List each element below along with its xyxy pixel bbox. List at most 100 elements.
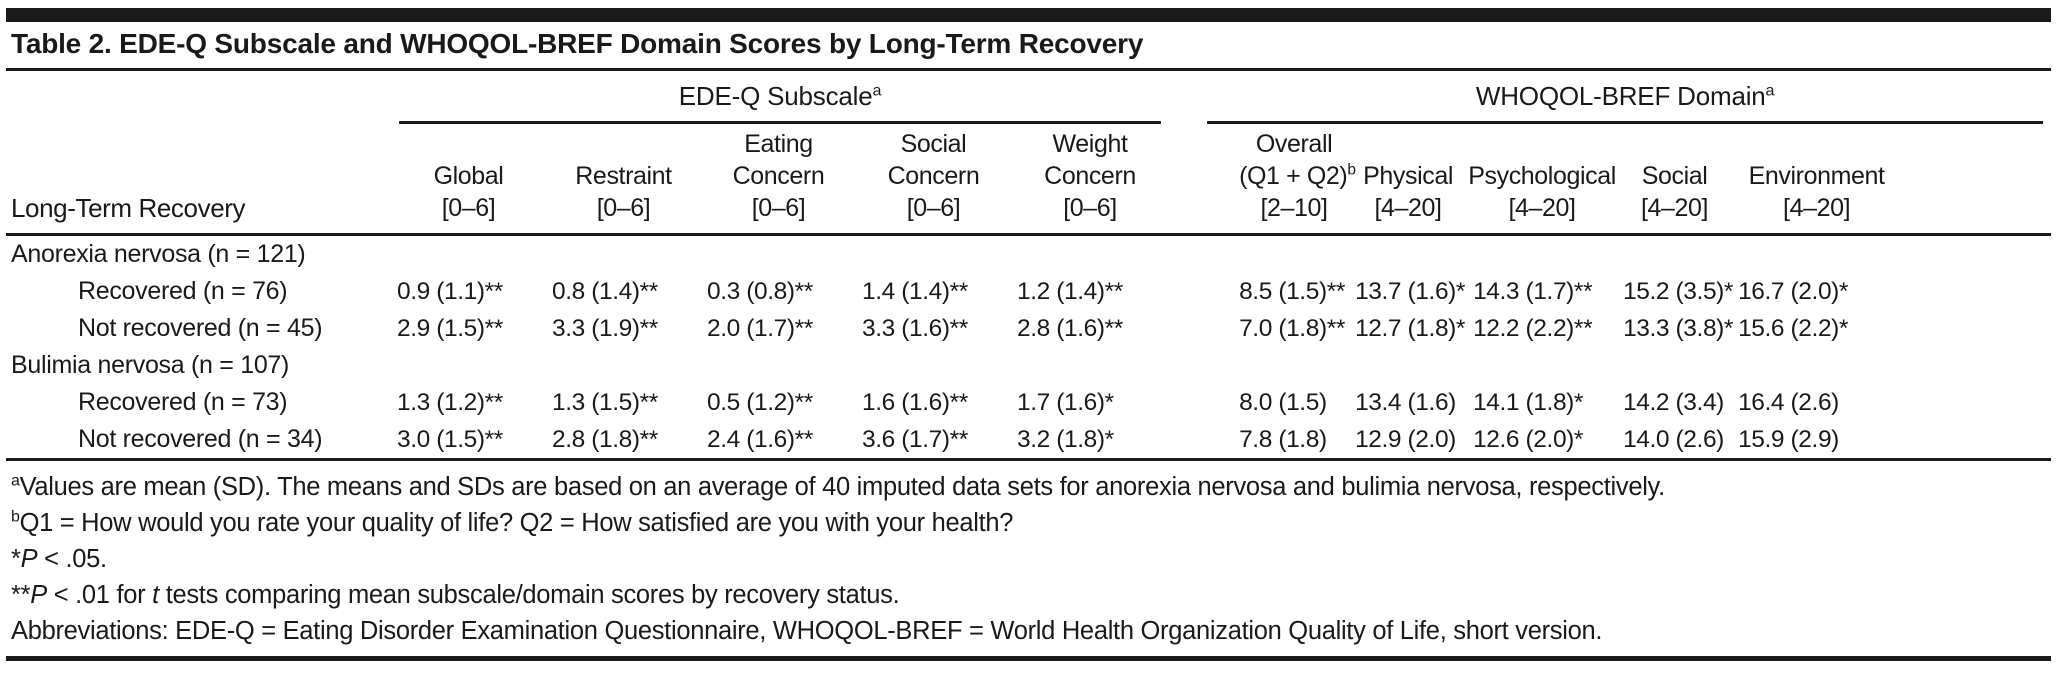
table-cell-eating-concern: 2.0 (1.7)** — [707, 314, 813, 342]
footnote-text: * — [11, 545, 21, 573]
table-cell-global: 1.3 (1.2)** — [397, 388, 503, 416]
table-cell-psychological: 12.6 (2.0)* — [1467, 421, 1618, 461]
footnote-text: t — [152, 581, 159, 609]
table-cell-restraint: 3.3 (1.9)** — [552, 314, 658, 342]
table-cell-physical — [1349, 347, 1467, 384]
table-cell-overall: 8.0 (1.5) — [1239, 388, 1327, 416]
table-cell-global: 3.0 (1.5)** — [391, 421, 546, 461]
table-cell-overall: 8.5 (1.5)** — [1239, 277, 1345, 305]
gap-cell — [1169, 384, 1199, 421]
data-row: Not recovered (n = 34) 3.0 (1.5)** 2.8 (1.… — [6, 421, 2052, 461]
spanner-stub-spacer — [6, 71, 391, 124]
column-header-weight-concern: Weight Concern [0–6] — [1011, 124, 1170, 236]
table-cell-weight-concern: 3.2 (1.8)* — [1011, 421, 1170, 461]
table-cell-overall: 7.8 (1.8) — [1199, 421, 1350, 461]
table-cell-global: 0.9 (1.1)** — [397, 277, 503, 305]
gap-cell — [1169, 310, 1199, 347]
row-label: Recovered (n = 76) — [78, 277, 288, 305]
column-header-physical: Physical [4–20] — [1349, 124, 1468, 236]
table-cell-psychological — [1467, 347, 1617, 384]
group-row: Anorexia nervosa (n = 121) — [6, 235, 2051, 274]
table-cell-psychological — [1467, 235, 1617, 274]
table-cell-physical — [1349, 235, 1467, 274]
table-cell-social-concern: 3.6 (1.7)** — [856, 421, 1011, 461]
footnote: **P < .01 for t tests comparing mean sub… — [11, 577, 2051, 613]
table-cell-overall — [1199, 235, 1349, 274]
footnotes-block: aValues are mean (SD). The means and SDs… — [6, 461, 2051, 649]
footnote-text: ** — [11, 581, 31, 609]
row-label: Bulimia nervosa (n = 107) — [11, 351, 290, 379]
table-cell-social: 14.2 (3.4) — [1623, 388, 1724, 416]
column-header-overall: Overall (Q1 + Q2)b [2–10] — [1199, 124, 1356, 236]
footnote-text: tests comparing mean subscale/domain sco… — [158, 581, 900, 609]
table-cell-eating-concern — [701, 347, 856, 384]
table-cell-psychological: 14.1 (1.8)* — [1473, 388, 1584, 416]
spanner-whoqol-label: WHOQOL-BREF Domaina — [1207, 79, 2044, 124]
table-cell-social: 14.0 (2.6) — [1617, 421, 1733, 461]
table-cell-restraint: 0.8 (1.4)** — [552, 277, 658, 305]
scores-table: EDE-Q Subscalea WHOQOL-BREF Domaina Long… — [6, 71, 2052, 461]
table-cell-restraint: 1.3 (1.5)** — [552, 388, 658, 416]
table-cell-social-concern — [856, 347, 1011, 384]
table-cell-weight-concern: 1.7 (1.6)* — [1017, 388, 1114, 416]
table-cell-environment: 15.9 (2.9) — [1732, 421, 2052, 461]
table-cell-eating-concern: 0.5 (1.2)** — [707, 388, 813, 416]
table-cell-social — [1617, 235, 1732, 274]
footnote-text: Abbreviations: EDE-Q = Eating Disorder E… — [11, 617, 1603, 645]
row-label: Anorexia nervosa (n = 121) — [11, 240, 306, 268]
table-cell-eating-concern: 0.3 (0.8)** — [707, 277, 813, 305]
top-rule-bar — [6, 8, 2051, 22]
gap-cell — [1169, 421, 1200, 461]
spanner-gap — [1169, 71, 1199, 124]
table-cell-global — [391, 235, 546, 274]
table-cell-social: 13.3 (3.8)* — [1623, 314, 1734, 342]
stub-header: Long-Term Recovery — [6, 124, 391, 236]
table-cell-physical: 12.9 (2.0) — [1349, 421, 1468, 461]
footnote: aValues are mean (SD). The means and SDs… — [11, 469, 2051, 505]
footnote: Abbreviations: EDE-Q = Eating Disorder E… — [11, 613, 2051, 649]
table-cell-social — [1617, 347, 1732, 384]
table-cell-overall: 7.0 (1.8)** — [1239, 314, 1345, 342]
table-cell-social-concern: 1.6 (1.6)** — [862, 388, 968, 416]
footnote: *P < .05. — [11, 541, 2051, 577]
footnote-text: < .01 for — [46, 581, 153, 609]
table-cell-social: 15.2 (3.5)* — [1623, 277, 1734, 305]
table-cell-weight-concern: 2.8 (1.6)** — [1017, 314, 1123, 342]
table-cell-environment — [1732, 235, 2051, 274]
table-cell-global: 2.9 (1.5)** — [397, 314, 503, 342]
table-cell-psychological: 12.2 (2.2)** — [1473, 314, 1593, 342]
table-cell-environment: 15.6 (2.2)* — [1738, 314, 1849, 342]
table-cell-physical: 13.7 (1.6)* — [1355, 277, 1466, 305]
table-cell-physical: 13.4 (1.6) — [1355, 388, 1456, 416]
table-cell-physical: 12.7 (1.8)* — [1355, 314, 1466, 342]
column-header-social-concern: Social Concern [0–6] — [856, 124, 1011, 236]
column-header-row: Long-Term Recovery Global [0–6] Restraint[… — [6, 124, 2052, 236]
table-cell-restraint: 2.8 (1.8)** — [546, 421, 701, 461]
footnote-text: Values are mean (SD). The means and SDs … — [19, 473, 1666, 501]
footnote: bQ1 = How would you rate your quality of… — [11, 505, 2051, 541]
row-label: Not recovered (n = 34) — [6, 421, 391, 461]
column-header-environment: Environment [4–20] — [1732, 124, 2052, 236]
table-cell-environment — [1732, 347, 2051, 384]
spanner-edeq-label: EDE-Q Subscalea — [399, 79, 1162, 124]
table-cell-weight-concern: 1.2 (1.4)** — [1017, 277, 1123, 305]
data-row: Recovered (n = 76) 0.9 (1.1)** 0.8 (1.4)**… — [6, 273, 2051, 310]
spanner-row: EDE-Q Subscalea WHOQOL-BREF Domaina — [6, 71, 2051, 124]
footnote-text: < .05. — [37, 545, 107, 573]
row-label: Not recovered (n = 45) — [78, 314, 323, 342]
table-cell-environment: 16.7 (2.0)* — [1738, 277, 1849, 305]
table-cell-weight-concern — [1011, 235, 1169, 274]
spanner-whoqol-domain: WHOQOL-BREF Domaina — [1199, 71, 2051, 124]
gap-cell — [1169, 273, 1199, 310]
footnote-text: Q1 = How would you rate your quality of … — [19, 509, 1014, 537]
footnote-text: P — [20, 545, 38, 573]
table-cell-social-concern: 3.3 (1.6)** — [862, 314, 968, 342]
table-cell-weight-concern — [1011, 347, 1169, 384]
table-body: Anorexia nervosa (n = 121) Recovered (n =… — [6, 235, 2052, 461]
bottom-rule-bar — [6, 656, 2051, 661]
table-cell-eating-concern — [701, 235, 856, 274]
column-header-global: Global [0–6] — [391, 124, 546, 236]
column-header-restraint: Restraint [0–6] — [546, 124, 701, 236]
spanner-edeq-subscale: EDE-Q Subscalea — [391, 71, 1169, 124]
table-title: Table 2. EDE-Q Subscale and WHOQOL-BREF … — [6, 22, 2051, 71]
